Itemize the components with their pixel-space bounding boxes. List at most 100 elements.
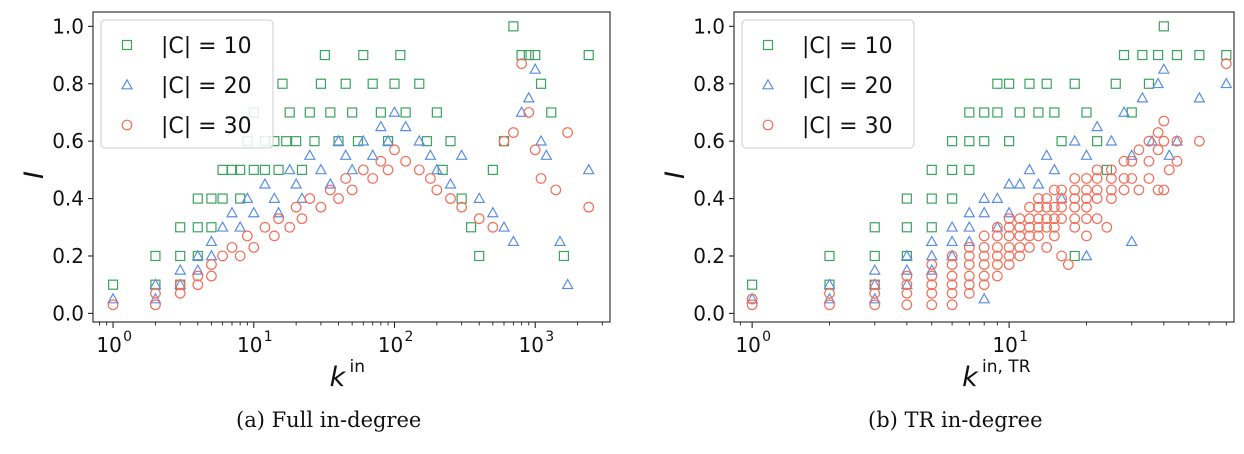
data-point-s2-92 bbox=[1105, 164, 1117, 176]
data-point-s0-18 bbox=[248, 164, 259, 175]
data-point-s2-58 bbox=[1033, 213, 1044, 225]
data-point-s2-68 bbox=[1048, 213, 1060, 225]
data-point-s2-79 bbox=[1069, 201, 1081, 213]
data-point-s2-1 bbox=[150, 287, 161, 299]
data-point-s2-66 bbox=[1048, 184, 1060, 196]
data-point-s0-0 bbox=[107, 279, 119, 290]
legend-marker-icon bbox=[762, 119, 774, 131]
data-point-s0-50 bbox=[465, 222, 477, 233]
data-point-s2-83 bbox=[1081, 184, 1092, 196]
data-point-s2-74 bbox=[1056, 213, 1067, 225]
data-point-s0-4 bbox=[869, 250, 880, 262]
data-point-s2-40 bbox=[1003, 213, 1015, 225]
x-tick-exponent: 0 bbox=[123, 329, 132, 345]
data-point-s0-7 bbox=[192, 222, 203, 233]
data-point-s2-102 bbox=[1133, 184, 1145, 196]
data-point-s2-112 bbox=[1163, 164, 1175, 176]
data-point-s0-25 bbox=[284, 107, 295, 118]
data-point-s2-11 bbox=[926, 259, 938, 270]
data-point-s0-36 bbox=[352, 136, 364, 147]
data-point-s1-18 bbox=[978, 192, 991, 203]
data-point-s0-34 bbox=[340, 78, 351, 89]
data-point-s0-60 bbox=[558, 250, 570, 262]
data-point-s1-41 bbox=[1163, 149, 1176, 160]
data-point-s2-70 bbox=[1048, 230, 1060, 242]
figure-b: 0.0 0.2 0.4 0.6 0.8 1.0 10 0 10 1 k in, TR I |C| = 10… bbox=[640, 0, 1244, 400]
data-point-s0-51 bbox=[474, 250, 485, 262]
x-tick-exponent: 3 bbox=[545, 329, 554, 345]
data-point-s0-3 bbox=[175, 222, 186, 233]
data-point-s1-35 bbox=[1118, 106, 1131, 117]
y-axis-label: I bbox=[660, 171, 691, 179]
data-point-s0-30 bbox=[1069, 78, 1080, 89]
data-point-s2-76 bbox=[1069, 173, 1081, 184]
data-point-s1-28 bbox=[1040, 149, 1053, 160]
data-point-s1-20 bbox=[978, 292, 991, 304]
data-point-s2-17 bbox=[946, 259, 958, 270]
data-point-s2-38 bbox=[991, 259, 1003, 270]
data-point-s0-14 bbox=[235, 164, 246, 175]
data-point-s1-31 bbox=[399, 120, 412, 132]
data-point-s2-6 bbox=[869, 299, 881, 311]
data-point-s1-2 bbox=[823, 292, 836, 304]
data-point-s1-45 bbox=[540, 149, 553, 160]
data-point-s2-3 bbox=[824, 299, 835, 311]
x-tick-base: 10 bbox=[735, 333, 760, 357]
data-point-s1-25 bbox=[346, 163, 359, 175]
data-point-s2-59 bbox=[1033, 221, 1044, 233]
y-tick-label: 0.2 bbox=[693, 244, 725, 268]
data-point-s0-22 bbox=[273, 164, 284, 175]
data-point-s0-1 bbox=[824, 250, 835, 262]
data-point-s2-80 bbox=[1069, 213, 1081, 225]
data-point-s0-34 bbox=[1110, 78, 1121, 89]
data-point-s2-109 bbox=[1158, 115, 1170, 127]
data-point-s2-27 bbox=[963, 287, 975, 299]
data-point-s2-50 bbox=[1014, 250, 1026, 262]
data-point-s2-60 bbox=[1033, 230, 1044, 242]
data-point-s1-7 bbox=[205, 235, 218, 247]
data-point-s1-22 bbox=[324, 177, 337, 189]
y-tick-label: 0.0 bbox=[693, 301, 725, 325]
legend-box bbox=[741, 19, 915, 149]
data-point-s1-27 bbox=[1032, 177, 1045, 189]
data-point-s2-99 bbox=[1126, 155, 1138, 167]
data-point-s0-10 bbox=[926, 193, 937, 204]
data-point-s1-36 bbox=[1125, 149, 1138, 160]
data-point-s1-34 bbox=[430, 163, 443, 175]
data-point-s0-47 bbox=[437, 164, 448, 175]
data-point-s1-28 bbox=[374, 120, 387, 132]
data-point-s0-46 bbox=[431, 107, 442, 118]
plot-frame bbox=[92, 11, 611, 323]
data-point-s2-54 bbox=[1024, 230, 1035, 242]
data-point-s2-94 bbox=[1105, 184, 1117, 196]
data-point-s2-24 bbox=[963, 259, 975, 270]
y-tick-label: 0.4 bbox=[693, 187, 725, 211]
data-point-s1-3 bbox=[174, 263, 187, 275]
data-point-s2-29 bbox=[978, 241, 990, 253]
y-tick-label: 0.2 bbox=[52, 244, 84, 268]
data-point-s2-69 bbox=[1048, 221, 1060, 233]
data-point-s1-25 bbox=[1013, 177, 1026, 189]
x-tick-label: 10 3 bbox=[518, 329, 554, 357]
x-tick-base: 10 bbox=[378, 333, 403, 357]
data-point-s2-47 bbox=[583, 201, 595, 213]
data-point-s2-1 bbox=[746, 293, 758, 305]
data-point-s2-21 bbox=[315, 201, 327, 213]
data-point-s2-15 bbox=[268, 230, 280, 242]
data-point-s1-15 bbox=[963, 206, 976, 218]
legend-box bbox=[100, 19, 274, 149]
data-point-s0-7 bbox=[901, 222, 912, 233]
data-point-s2-98 bbox=[1118, 184, 1130, 196]
x-axis-label-superscript: in bbox=[350, 357, 366, 377]
points-layer bbox=[746, 21, 1233, 311]
data-point-s1-13 bbox=[946, 235, 959, 247]
data-point-s1-27 bbox=[366, 149, 379, 160]
data-point-s0-29 bbox=[1056, 136, 1067, 147]
data-point-s2-43 bbox=[529, 144, 541, 156]
data-point-s2-23 bbox=[963, 250, 975, 262]
legend-marker-icon bbox=[762, 39, 774, 51]
data-point-s2-116 bbox=[1220, 58, 1232, 70]
data-point-s0-24 bbox=[1014, 107, 1025, 118]
data-point-s0-31 bbox=[1081, 107, 1092, 118]
data-point-s0-17 bbox=[964, 164, 975, 175]
